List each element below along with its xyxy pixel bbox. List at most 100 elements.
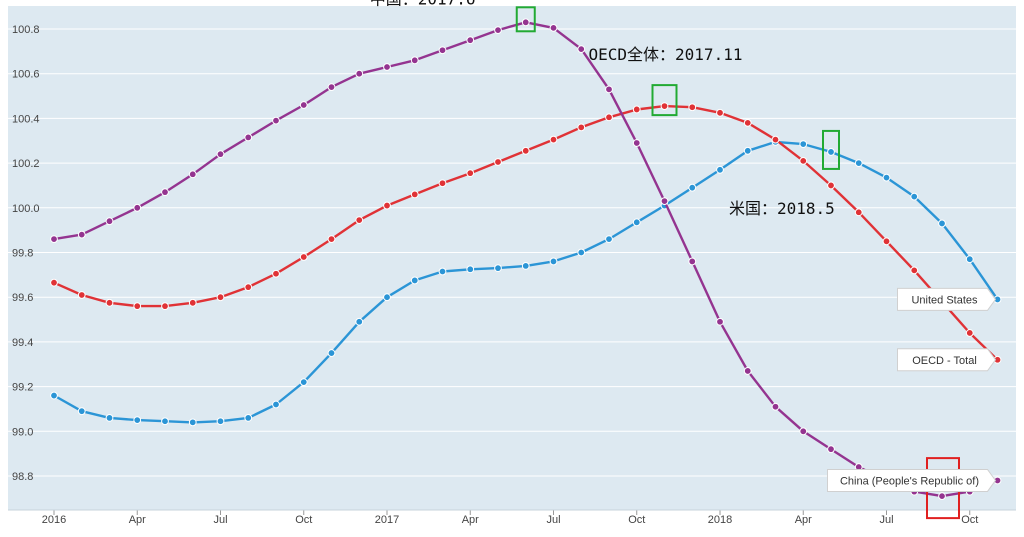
data-point	[577, 45, 586, 54]
data-point	[549, 23, 558, 32]
y-tick-label: 99.4	[12, 337, 33, 349]
y-tick-label: 100.6	[12, 69, 40, 81]
data-point	[244, 413, 253, 422]
x-tick-label: Oct	[961, 514, 978, 526]
data-point	[133, 302, 142, 311]
data-point	[410, 56, 419, 65]
data-point	[799, 156, 808, 165]
data-point	[466, 169, 475, 178]
series-label-box	[897, 287, 997, 311]
data-point	[716, 317, 724, 326]
peak-annotation: 中国：2017.6	[370, 0, 476, 8]
data-point	[965, 329, 974, 337]
data-point	[521, 18, 530, 27]
grid-lines	[8, 28, 1016, 477]
data-point	[660, 102, 669, 111]
peak-marker	[822, 129, 840, 170]
peak-marker	[651, 84, 678, 117]
data-point	[494, 264, 502, 273]
data-point	[438, 46, 447, 55]
data-point	[771, 135, 780, 144]
data-point	[494, 158, 502, 166]
data-point	[854, 159, 863, 168]
data-point	[327, 235, 336, 243]
x-tick-label: Oct	[628, 514, 645, 526]
x-tick-label: 2017	[375, 514, 399, 526]
data-point	[910, 192, 919, 201]
data-point	[383, 201, 391, 210]
data-point	[549, 257, 558, 266]
data-point	[799, 427, 808, 436]
data-point	[188, 170, 197, 179]
data-point	[272, 116, 280, 125]
data-point	[438, 179, 447, 188]
y-tick-label: 100.4	[12, 113, 40, 125]
data-point	[216, 150, 225, 159]
y-tick-label: 99.6	[12, 292, 33, 304]
data-point	[355, 69, 364, 78]
series-2	[50, 18, 1002, 501]
series-label-0: United States	[897, 287, 997, 311]
data-point	[50, 278, 58, 287]
data-point	[133, 416, 142, 425]
data-point	[105, 217, 114, 226]
series-name: United States	[911, 294, 978, 306]
data-point	[910, 266, 919, 275]
data-point	[216, 417, 225, 426]
data-point	[216, 293, 225, 302]
series-label-1: OECD - Total	[897, 348, 997, 372]
data-point	[743, 146, 752, 155]
data-point	[549, 135, 558, 144]
data-point	[188, 298, 197, 307]
data-point	[743, 118, 752, 127]
x-tick-label: 2018	[708, 514, 732, 526]
data-point	[632, 105, 641, 114]
series-0	[50, 137, 1002, 427]
y-tick-label: 100.2	[12, 158, 40, 170]
data-point	[716, 165, 724, 174]
x-tick-label: Jul	[213, 514, 227, 526]
data-point	[383, 293, 391, 302]
data-point	[299, 253, 308, 261]
data-point	[882, 237, 891, 246]
data-point	[244, 283, 253, 292]
data-point	[188, 418, 197, 427]
data-point	[466, 265, 475, 274]
data-point	[854, 208, 863, 217]
data-point	[355, 317, 364, 326]
data-point	[521, 262, 530, 270]
y-tick-label: 99.0	[12, 426, 33, 438]
data-point	[272, 400, 280, 409]
data-point	[605, 235, 613, 243]
data-point	[827, 181, 835, 190]
data-point	[494, 26, 502, 35]
data-point	[605, 113, 613, 122]
data-point	[827, 148, 835, 156]
data-point	[133, 203, 142, 212]
x-tick-label: Apr	[795, 514, 812, 526]
data-point	[799, 140, 808, 149]
data-point	[327, 349, 336, 357]
data-point	[105, 298, 114, 307]
data-point	[521, 146, 530, 155]
data-point	[632, 218, 641, 227]
data-point	[771, 402, 780, 411]
y-tick-label: 100.8	[12, 24, 40, 36]
data-point	[272, 269, 280, 278]
data-point	[161, 302, 169, 311]
y-tick-label: 99.8	[12, 248, 33, 260]
x-axis-ticks: 2016 Apr Jul Oct 2017 Apr Jul Oct 2018 Apr Jul Oct	[8, 509, 1016, 526]
data-point	[77, 230, 86, 239]
y-tick-label: 98.8	[12, 471, 33, 483]
data-point	[716, 108, 724, 117]
series-label-box	[897, 348, 997, 372]
annotations: 中国：2017.6 OECD全体：2017.11 米国：2018.5	[370, 0, 835, 218]
data-point	[77, 407, 86, 416]
data-point	[577, 248, 586, 257]
data-point	[410, 276, 419, 285]
data-point	[466, 36, 475, 45]
series-label-2: China (People's Republic of)	[827, 468, 997, 492]
data-point	[299, 378, 308, 387]
data-point	[77, 291, 86, 299]
